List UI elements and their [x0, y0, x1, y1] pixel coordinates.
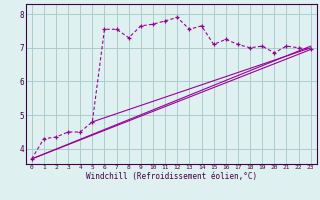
X-axis label: Windchill (Refroidissement éolien,°C): Windchill (Refroidissement éolien,°C): [86, 172, 257, 181]
